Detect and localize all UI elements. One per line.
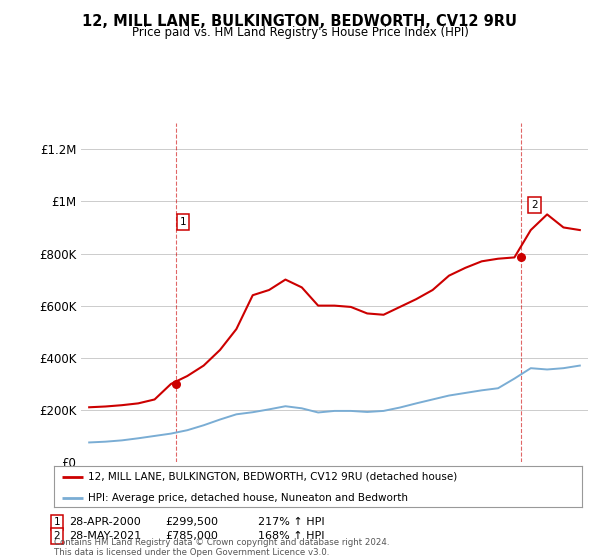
Text: £785,000: £785,000 <box>165 531 218 541</box>
Text: 168% ↑ HPI: 168% ↑ HPI <box>258 531 325 541</box>
Text: 12, MILL LANE, BULKINGTON, BEDWORTH, CV12 9RU (detached house): 12, MILL LANE, BULKINGTON, BEDWORTH, CV1… <box>88 472 458 482</box>
Text: 28-MAY-2021: 28-MAY-2021 <box>69 531 141 541</box>
Text: 2: 2 <box>531 200 538 211</box>
Text: HPI: Average price, detached house, Nuneaton and Bedworth: HPI: Average price, detached house, Nune… <box>88 493 409 502</box>
Text: 12, MILL LANE, BULKINGTON, BEDWORTH, CV12 9RU: 12, MILL LANE, BULKINGTON, BEDWORTH, CV1… <box>83 14 517 29</box>
Text: 28-APR-2000: 28-APR-2000 <box>69 517 141 528</box>
Text: Price paid vs. HM Land Registry's House Price Index (HPI): Price paid vs. HM Land Registry's House … <box>131 26 469 39</box>
Text: £299,500: £299,500 <box>165 517 218 528</box>
Text: 217% ↑ HPI: 217% ↑ HPI <box>258 517 325 528</box>
Point <box>172 380 181 389</box>
Text: Contains HM Land Registry data © Crown copyright and database right 2024.
This d: Contains HM Land Registry data © Crown c… <box>54 538 389 557</box>
Text: 2: 2 <box>53 531 61 541</box>
Text: 1: 1 <box>179 217 186 227</box>
Text: 1: 1 <box>53 517 61 528</box>
Point <box>517 253 526 262</box>
